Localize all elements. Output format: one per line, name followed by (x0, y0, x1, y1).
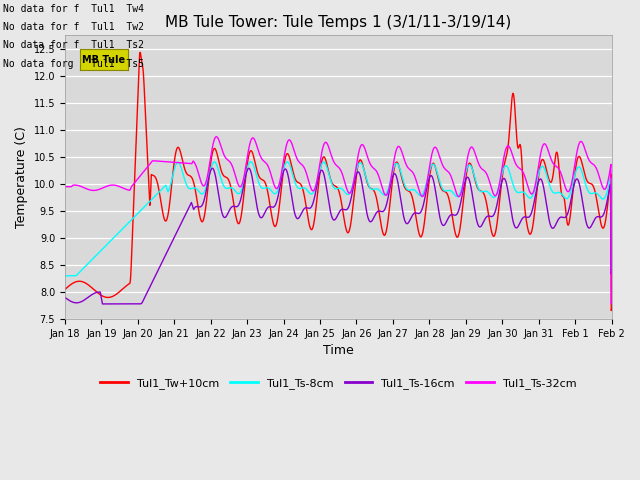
Tul1_Ts-32cm (61, 184, 68, 190)
Tul1_Ts-16cm (99, 301, 106, 307)
Tul1_Ts-32cm (156, 158, 164, 164)
Tul1_Ts-16cm (608, 269, 616, 275)
Tul1_Ts-16cm (597, 214, 605, 220)
Tul1_Ts-16cm (156, 264, 164, 269)
Tul1_Ts-8cm (538, 164, 546, 169)
Text: No data for f  Tul1  Ts2: No data for f Tul1 Ts2 (3, 40, 144, 50)
Tul1_Ts-32cm (212, 134, 220, 140)
Y-axis label: Temperature (C): Temperature (C) (15, 126, 28, 228)
Tul1_Tw+10cm (608, 306, 616, 312)
X-axis label: Time: Time (323, 344, 354, 357)
Text: MB Tule: MB Tule (83, 55, 125, 64)
Tul1_Ts-32cm (271, 183, 278, 189)
Tul1_Ts-32cm (597, 180, 605, 186)
Tul1_Tw+10cm (607, 308, 615, 313)
Tul1_Ts-16cm (295, 216, 303, 221)
Tul1_Ts-32cm (124, 187, 131, 192)
Tul1_Tw+10cm (597, 221, 605, 227)
Tul1_Ts-16cm (538, 179, 546, 185)
Tul1_Ts-16cm (209, 166, 216, 171)
Tul1_Ts-8cm (608, 264, 616, 270)
Tul1_Ts-16cm (61, 295, 68, 300)
Text: No data for f  Tul1  Tw4: No data for f Tul1 Tw4 (3, 4, 144, 14)
Tul1_Ts-16cm (271, 203, 279, 209)
Line: Tul1_Ts-32cm: Tul1_Ts-32cm (65, 137, 612, 303)
Tul1_Ts-8cm (124, 221, 131, 227)
Tul1_Ts-8cm (61, 273, 68, 279)
Tul1_Tw+10cm (136, 49, 144, 55)
Title: MB Tule Tower: Tule Temps 1 (3/1/11-3/19/14): MB Tule Tower: Tule Temps 1 (3/1/11-3/19… (165, 15, 511, 30)
Tul1_Tw+10cm (294, 180, 302, 185)
Tul1_Ts-16cm (124, 301, 131, 307)
Legend: Tul1_Tw+10cm, Tul1_Ts-8cm, Tul1_Ts-16cm, Tul1_Ts-32cm: Tul1_Tw+10cm, Tul1_Ts-8cm, Tul1_Ts-16cm,… (96, 373, 580, 393)
Line: Tul1_Ts-16cm: Tul1_Ts-16cm (65, 168, 612, 304)
Tul1_Tw+10cm (124, 282, 131, 288)
Tul1_Ts-8cm (597, 195, 605, 201)
Tul1_Ts-32cm (294, 158, 302, 164)
Tul1_Ts-8cm (271, 191, 278, 197)
Line: Tul1_Ts-8cm: Tul1_Ts-8cm (65, 162, 612, 276)
Tul1_Ts-32cm (607, 300, 615, 306)
Tul1_Ts-8cm (294, 185, 302, 191)
Text: No data forg   Tul1  Ts5: No data forg Tul1 Ts5 (3, 59, 144, 69)
Tul1_Ts-32cm (538, 144, 546, 150)
Tul1_Tw+10cm (61, 286, 68, 292)
Tul1_Tw+10cm (271, 224, 278, 229)
Tul1_Tw+10cm (538, 157, 546, 163)
Tul1_Ts-8cm (156, 189, 164, 194)
Tul1_Tw+10cm (156, 192, 164, 198)
Text: No data for f  Tul1  Tw2: No data for f Tul1 Tw2 (3, 22, 144, 32)
Tul1_Ts-8cm (247, 159, 255, 165)
Tul1_Ts-32cm (608, 300, 616, 305)
Line: Tul1_Tw+10cm: Tul1_Tw+10cm (65, 52, 612, 311)
